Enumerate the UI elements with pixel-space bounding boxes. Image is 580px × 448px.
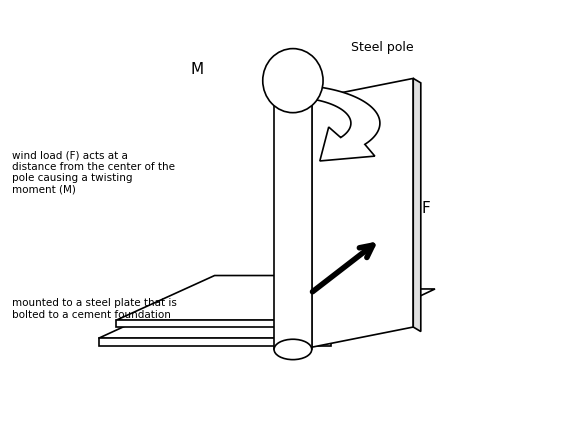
Polygon shape [116,320,328,327]
Polygon shape [99,338,331,346]
Polygon shape [116,276,420,320]
Polygon shape [274,85,380,161]
Text: wind load (F) acts at a
distance from the center of the
pole causing a twisting
: wind load (F) acts at a distance from th… [12,150,175,195]
Text: Steel pole: Steel pole [351,40,414,54]
Text: F: F [422,201,431,216]
Polygon shape [274,85,368,110]
Polygon shape [413,78,421,332]
Polygon shape [312,78,413,347]
Ellipse shape [274,339,312,360]
Bar [274,81,312,349]
Text: M: M [191,62,204,77]
Text: mounted to a steel plate that is
bolted to a cement foundation: mounted to a steel plate that is bolted … [12,298,176,320]
Polygon shape [99,289,435,338]
Ellipse shape [263,49,323,113]
